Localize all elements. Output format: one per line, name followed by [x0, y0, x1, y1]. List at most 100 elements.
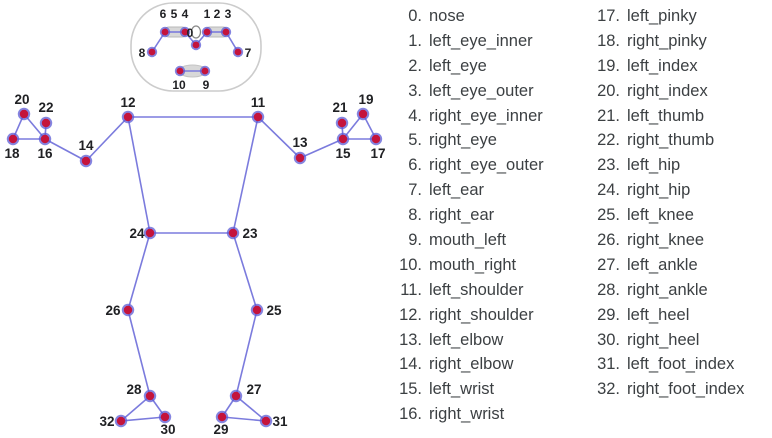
landmark-point-right_elbow[interactable]	[81, 156, 91, 166]
legend-item-label: left_ear	[429, 181, 485, 200]
landmark-index-label: 6	[160, 7, 167, 21]
skeleton-connection	[235, 309, 258, 397]
legend-item: 5. right_eye	[392, 128, 590, 153]
landmark-point-left_wrist[interactable]	[338, 134, 348, 144]
landmark-point-right_thumb[interactable]	[41, 118, 51, 128]
landmark-point-left_shoulder[interactable]	[253, 112, 263, 122]
landmark-point-right_ankle[interactable]	[145, 391, 155, 401]
legend-item-index: 27.	[597, 255, 620, 274]
legend-item-label: left_heel	[627, 305, 690, 324]
legend-column-right: 17. left_pinky 18. right_pinky 19. left_index…	[590, 4, 772, 438]
landmark-point-right_shoulder[interactable]	[123, 112, 133, 122]
legend-item-index: 13.	[399, 330, 422, 349]
legend-item-index: 4.	[408, 106, 422, 125]
landmark-point-mouth_right[interactable]	[176, 67, 184, 75]
legend-item-label: right_index	[627, 81, 708, 100]
landmark-index-label: 4	[182, 7, 189, 21]
legend-item: 19. left_index	[590, 54, 772, 79]
landmark-point-right_index[interactable]	[19, 109, 29, 119]
nose-outline-icon	[190, 25, 202, 39]
landmark-index-label: 24	[129, 226, 145, 241]
landmark-index-label: 16	[37, 146, 53, 161]
legend-item-label: left_elbow	[429, 330, 504, 349]
legend-item: 3. left_eye_outer	[392, 79, 590, 104]
legend-item: 13. left_elbow	[392, 328, 590, 353]
landmark-index-label: 27	[246, 382, 261, 397]
landmark-point-left_hip[interactable]	[228, 228, 238, 238]
legend-item: 16. right_wrist	[392, 402, 590, 427]
skeleton-connection	[232, 232, 258, 311]
legend-item-index: 5.	[408, 131, 422, 150]
landmark-index-label: 1	[204, 7, 211, 21]
landmark-point-left_foot_index[interactable]	[261, 416, 271, 426]
landmark-index-label: 23	[242, 226, 258, 241]
landmark-index-label: 29	[213, 422, 228, 437]
legend-item: 26. right_knee	[590, 228, 772, 253]
landmark-point-right_hip[interactable]	[145, 228, 155, 238]
legend-item: 15. left_wrist	[392, 377, 590, 402]
landmark-point-left_eye_inner[interactable]	[203, 28, 211, 36]
landmark-index-label: 26	[105, 303, 121, 318]
legend-item-index: 2.	[408, 56, 422, 75]
landmark-index-label: 30	[160, 422, 175, 437]
legend-item-label: mouth_right	[429, 255, 517, 274]
landmark-point-mouth_left[interactable]	[201, 67, 209, 75]
legend-item: 10. mouth_right	[392, 253, 590, 278]
legend-item-label: right_elbow	[429, 355, 514, 374]
legend-item-index: 16.	[399, 405, 422, 424]
skeleton-landmarks	[6, 26, 383, 428]
legend-item-label: right_hip	[627, 181, 691, 200]
legend-item-label: left_thumb	[627, 106, 705, 125]
legend-item-label: right_eye_outer	[429, 156, 544, 175]
skeleton-connection	[127, 116, 151, 234]
legend-item: 20. right_index	[590, 79, 772, 104]
landmark-index-label: 22	[38, 100, 53, 115]
legend-item-index: 23.	[597, 156, 620, 175]
legend-item-label: right_heel	[627, 330, 700, 349]
landmark-index-label: 5	[171, 7, 178, 21]
landmark-point-left_knee[interactable]	[252, 305, 262, 315]
landmark-point-right_knee[interactable]	[123, 305, 133, 315]
legend-item-index: 10.	[399, 255, 422, 274]
landmark-point-left_eye_outer[interactable]	[222, 28, 230, 36]
landmark-index-label: 28	[126, 382, 142, 397]
skeleton-connection	[232, 116, 259, 234]
landmark-point-right_eye_inner[interactable]	[181, 28, 189, 36]
legend-item-label: right_eye_inner	[429, 106, 543, 125]
landmark-index-label: 20	[14, 92, 29, 107]
landmark-point-left_pinky[interactable]	[371, 134, 381, 144]
landmark-point-left_heel[interactable]	[217, 412, 227, 422]
legend-item-index: 30.	[597, 330, 620, 349]
landmark-point-left_elbow[interactable]	[295, 153, 305, 163]
landmark-index-label: 32	[99, 414, 114, 429]
landmark-point-nose[interactable]	[192, 41, 200, 49]
legend-item: 22. right_thumb	[590, 128, 772, 153]
skeleton-connection	[299, 138, 344, 159]
landmark-point-right_ear[interactable]	[148, 48, 156, 56]
landmark-point-left_ankle[interactable]	[231, 391, 241, 401]
legend-item-label: right_eye	[429, 131, 497, 150]
legend-item-index: 26.	[597, 231, 620, 250]
skeleton-connection	[120, 416, 166, 422]
landmark-point-right_foot_index[interactable]	[116, 416, 126, 426]
landmark-point-right_eye_outer[interactable]	[161, 28, 169, 36]
legend-item: 18. right_pinky	[590, 29, 772, 54]
landmark-point-right_wrist[interactable]	[40, 134, 50, 144]
legend-item-index: 25.	[597, 206, 620, 225]
landmark-point-left_thumb[interactable]	[337, 118, 347, 128]
legend-column-left: 0. nose 1. left_eye_inner 2. left_eye 3. left_e…	[392, 4, 590, 438]
legend-item: 28. right_ankle	[590, 278, 772, 303]
landmark-point-right_heel[interactable]	[160, 412, 170, 422]
legend-item-label: left_wrist	[429, 380, 495, 399]
landmark-index-label: 12	[120, 95, 135, 110]
legend-item-label: right_ankle	[627, 280, 708, 299]
landmark-point-left_ear[interactable]	[234, 48, 242, 56]
landmark-point-left_index[interactable]	[358, 109, 368, 119]
landmark-point-right_pinky[interactable]	[8, 134, 18, 144]
pose-figure-pane: 0 1 2 3 4 5 6 7 8 9 10 11 12 13 14 15 16 17 18 19 20 21 22 23 24…	[4, 2, 386, 437]
legend-item: 0. nose	[392, 4, 590, 29]
skeleton-connection	[85, 116, 129, 162]
skeleton-connection	[235, 395, 267, 422]
legend-item-index: 19.	[597, 56, 620, 75]
legend-item-index: 20.	[597, 81, 620, 100]
